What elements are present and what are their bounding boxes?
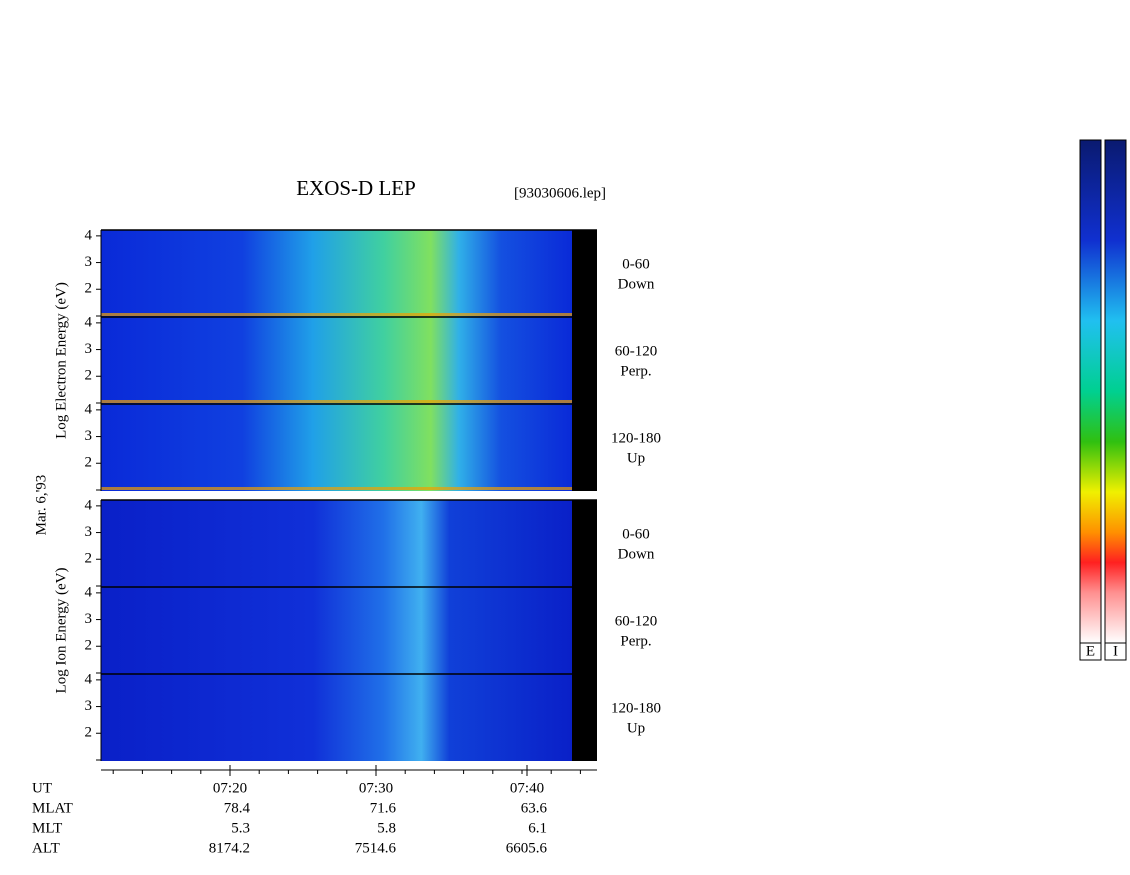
colorbar: [1079, 139, 1102, 644]
ephemeris-name: MLAT: [32, 800, 73, 816]
panel-range: 120-180: [611, 430, 661, 446]
panel-direction: Perp.: [620, 363, 651, 379]
spectrogram: [101, 587, 572, 674]
y-tick-label: 4: [85, 401, 93, 417]
y-tick-label: 4: [85, 584, 93, 600]
y-tick-label: 3: [85, 611, 93, 627]
data-gap: [572, 674, 597, 761]
y-tick-label: 4: [85, 497, 93, 513]
colorbar-label: I: [1113, 643, 1118, 659]
y-tick-label: 2: [85, 638, 93, 654]
low-energy-band: [101, 400, 572, 403]
ephemeris-name: MLT: [32, 820, 62, 836]
panel-direction: Up: [627, 720, 645, 736]
data-gap: [572, 317, 597, 404]
colorbar-box: [1079, 642, 1102, 661]
data-gap: [572, 404, 597, 491]
spectrogram: [101, 230, 572, 317]
panel-range: 120-180: [611, 700, 661, 716]
y-tick-label: 2: [85, 281, 93, 297]
ephemeris-value: 6.1: [528, 820, 547, 836]
panel-direction: Perp.: [620, 633, 651, 649]
panel-direction: Up: [627, 450, 645, 466]
spectrogram: [101, 404, 572, 491]
colorbar-label: E: [1086, 643, 1095, 659]
y-tick-label: 2: [85, 551, 93, 567]
low-energy-band: [101, 313, 572, 316]
ephemeris-value: 78.4: [224, 800, 251, 816]
ephemeris-value: 6605.6: [506, 840, 548, 856]
ephemeris-value: 7514.6: [355, 840, 397, 856]
y-tick-label: 4: [85, 314, 93, 330]
ephemeris-value: 8174.2: [209, 840, 250, 856]
ephemeris-value: 71.6: [370, 800, 397, 816]
data-gap: [572, 587, 597, 674]
spectrogram: [101, 500, 572, 587]
data-gap: [572, 230, 597, 317]
panel-range: 60-120: [615, 613, 658, 629]
group-label: Log Electron Energy (eV): [53, 282, 69, 439]
y-tick-label: 3: [85, 254, 93, 270]
y-tick-label: 4: [85, 227, 93, 243]
title: EXOS-D LEP: [296, 176, 416, 200]
colorbar-box: [1104, 642, 1127, 661]
y-tick-label: 2: [85, 455, 93, 471]
x-tick-label: 07:20: [213, 780, 247, 796]
y-tick-label: 3: [85, 341, 93, 357]
ephemeris-name: UT: [32, 780, 52, 796]
panel-direction: Down: [618, 276, 655, 292]
panel-range: 0-60: [622, 526, 650, 542]
y-tick-label: 3: [85, 524, 93, 540]
y-tick-label: 4: [85, 671, 93, 687]
date-label: Mar. 6,'93: [33, 475, 49, 536]
ephemeris-value: 5.3: [231, 820, 250, 836]
panel-range: 60-120: [615, 343, 658, 359]
low-energy-band: [101, 487, 572, 490]
y-tick-label: 3: [85, 428, 93, 444]
y-tick-label: 2: [85, 368, 93, 384]
ephemeris-value: 63.6: [521, 800, 548, 816]
data-gap: [572, 500, 597, 587]
colorbars: E I: [1079, 139, 1127, 661]
spectrogram: [101, 317, 572, 404]
ephemeris-value: 5.8: [377, 820, 396, 836]
x-tick-label: 07:40: [510, 780, 544, 796]
spectrogram: [101, 674, 572, 761]
y-tick-label: 2: [85, 725, 93, 741]
y-tick-label: 3: [85, 698, 93, 714]
ephemeris-name: ALT: [32, 840, 60, 856]
group-label: Log Ion Energy (eV): [53, 568, 69, 694]
panel-range: 0-60: [622, 256, 650, 272]
panel-direction: Down: [618, 546, 655, 562]
colorbar: [1104, 139, 1127, 644]
file-name: [93030606.lep]: [514, 185, 606, 201]
x-tick-label: 07:30: [359, 780, 393, 796]
